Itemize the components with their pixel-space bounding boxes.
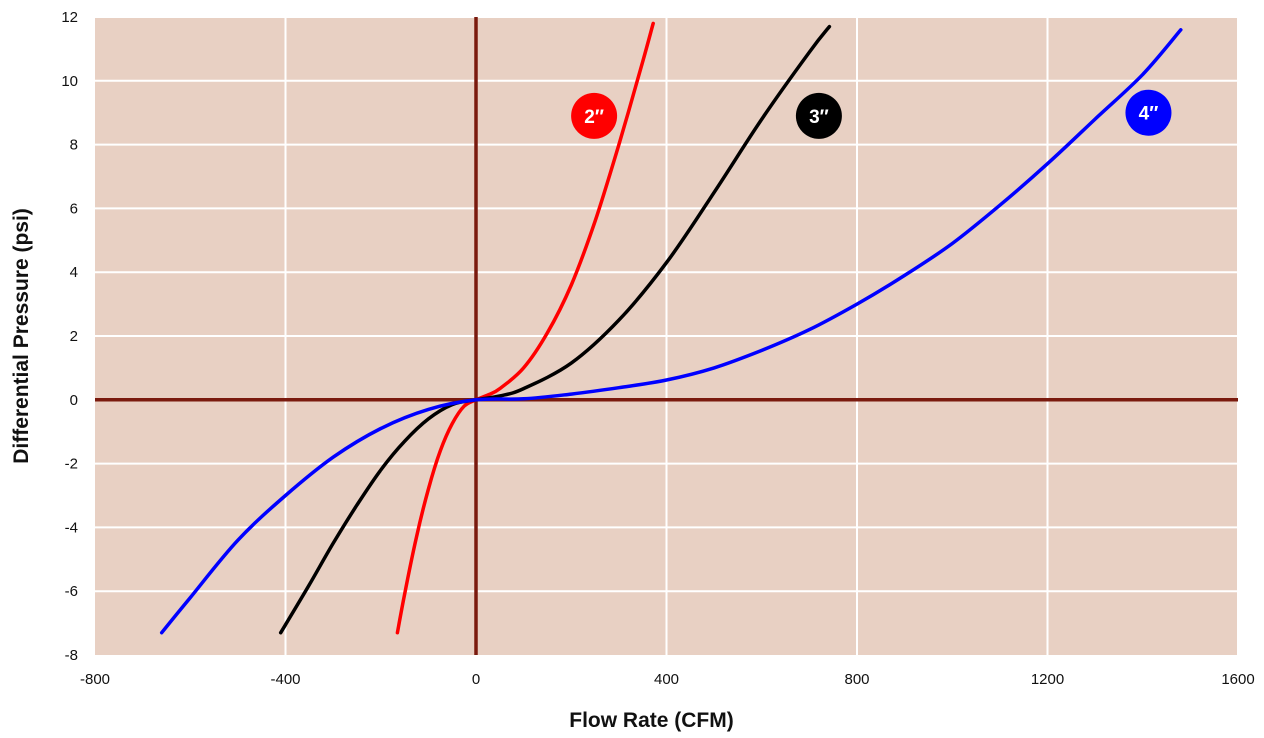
series-labels: 2″ 3″ 4″: [571, 89, 1172, 139]
x-tick-label: -400: [270, 671, 300, 688]
y-tick-label: 4: [70, 264, 78, 281]
series-label-badge-1: 2″: [571, 92, 618, 139]
y-tick-label: 10: [61, 73, 78, 90]
y-tick-label: -8: [65, 647, 78, 664]
series-label-badge-2: 3″: [795, 92, 842, 139]
series-label-text: 4″: [1139, 104, 1159, 125]
x-tick-label: 1600: [1221, 671, 1254, 688]
x-tick-label: -800: [80, 671, 110, 688]
y-tick-labels: -8 -6 -4 -2 0 2 4 6 8 10 12: [61, 9, 78, 664]
y-tick-label: 12: [61, 9, 78, 26]
y-tick-label: -4: [65, 519, 78, 536]
y-tick-label: 6: [70, 200, 78, 217]
series-line-2: [278, 24, 832, 635]
series-label-text: 2″: [584, 107, 604, 128]
y-tick-label: 8: [70, 137, 78, 154]
series-label-text: 3″: [809, 107, 829, 128]
x-tick-labels: -800 -400 0 400 800 1200 1600: [80, 671, 1255, 688]
grid-lines: [95, 16, 1239, 655]
y-tick-label: -6: [65, 583, 78, 600]
series-label-circle: [795, 92, 842, 139]
series-label-badge-3: 4″: [1125, 89, 1172, 136]
series-line-3: [159, 28, 1183, 635]
x-tick-label: 0: [472, 671, 480, 688]
y-tick-label: -2: [65, 456, 78, 473]
y-tick-label: 0: [70, 392, 78, 409]
series-line-1: [395, 21, 655, 635]
x-tick-label: 400: [654, 671, 679, 688]
x-tick-label: 1200: [1031, 671, 1064, 688]
series-label-circle: [1125, 89, 1172, 136]
y-tick-label: 2: [70, 328, 78, 345]
y-axis-title: Differential Pressure (psi): [10, 208, 33, 464]
x-axis-title: Flow Rate (CFM): [569, 709, 733, 732]
x-tick-label: 800: [844, 671, 869, 688]
series-layer: [159, 21, 1183, 635]
zero-axes: [95, 17, 1238, 655]
series-label-circle: [571, 92, 618, 139]
